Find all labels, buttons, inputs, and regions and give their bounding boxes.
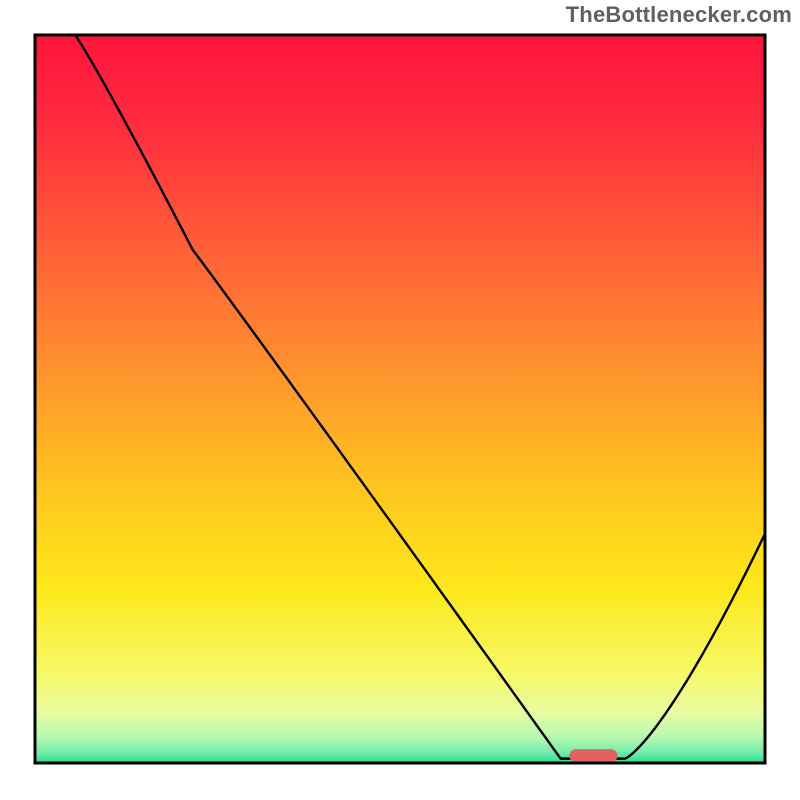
bottleneck-chart: TheBottlenecker.com — [0, 0, 800, 800]
optimal-marker — [569, 749, 617, 762]
chart-svg — [0, 0, 800, 800]
watermark-text: TheBottlenecker.com — [566, 2, 792, 28]
